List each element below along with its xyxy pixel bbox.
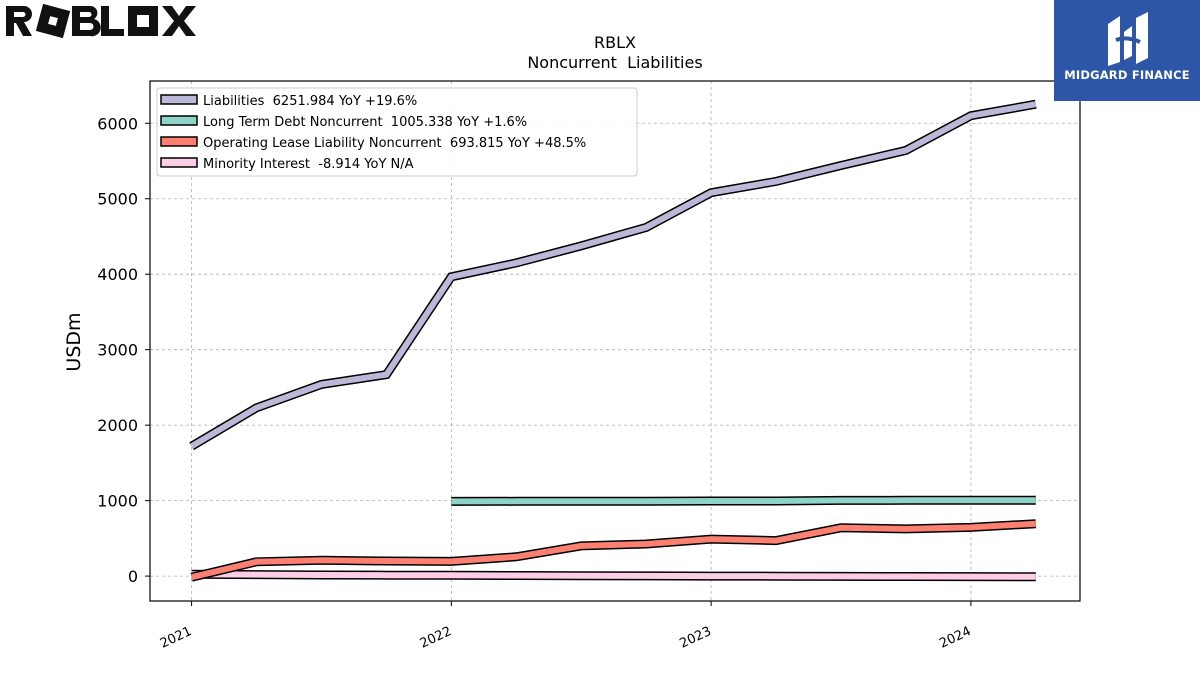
legend-entry: Operating Lease Liability Noncurrent 693… [203,136,586,151]
plot-frame [149,80,1081,602]
y-tick-label: 5000 [97,190,138,209]
series-line [191,571,1036,580]
y-tick-label: 1000 [97,492,138,511]
roblox-logo [6,4,196,38]
y-tick-label: 4000 [97,265,138,284]
y-tick-label: 3000 [97,341,138,360]
legend-swatch [160,157,198,168]
x-tick-label: 2024 [937,624,973,652]
x-tick-label: 2022 [418,624,454,652]
legend-entry: Liabilities 6251.984 YoY +19.6% [203,94,417,109]
chart-title: RBLX [594,33,636,52]
legend: Liabilities 6251.984 YoY +19.6% Long Term… [156,87,638,177]
legend-swatch [160,94,198,105]
legend-entry: Minority Interest -8.914 YoY N/A [203,157,414,172]
midgard-finance-badge: MIDGARD FINANCE [1054,0,1200,101]
series-line [190,520,1036,581]
midgard-logo-icon [1108,12,1148,66]
x-tick-label: 2023 [677,624,713,652]
y-tick-label: 2000 [97,416,138,435]
badge-text: MIDGARD FINANCE [1064,68,1190,82]
legend-swatch [160,115,198,126]
y-axis-label: USDm [63,312,85,371]
series-line [190,101,1037,449]
legend-swatch [160,136,198,147]
chart-subtitle: Noncurrent Liabilities [527,53,702,72]
series-lines [189,99,1037,582]
series-line [451,497,1036,505]
x-tick-label: 2021 [158,624,194,652]
axis-ticks: 0 1000 2000 3000 4000 5000 6000 2021 2022 2023 202… [97,114,973,651]
y-tick-label: 6000 [97,114,138,133]
legend-box [156,87,638,177]
y-tick-label: 0 [128,567,138,586]
legend-entry: Long Term Debt Noncurrent 1005.338 YoY +… [203,115,527,130]
